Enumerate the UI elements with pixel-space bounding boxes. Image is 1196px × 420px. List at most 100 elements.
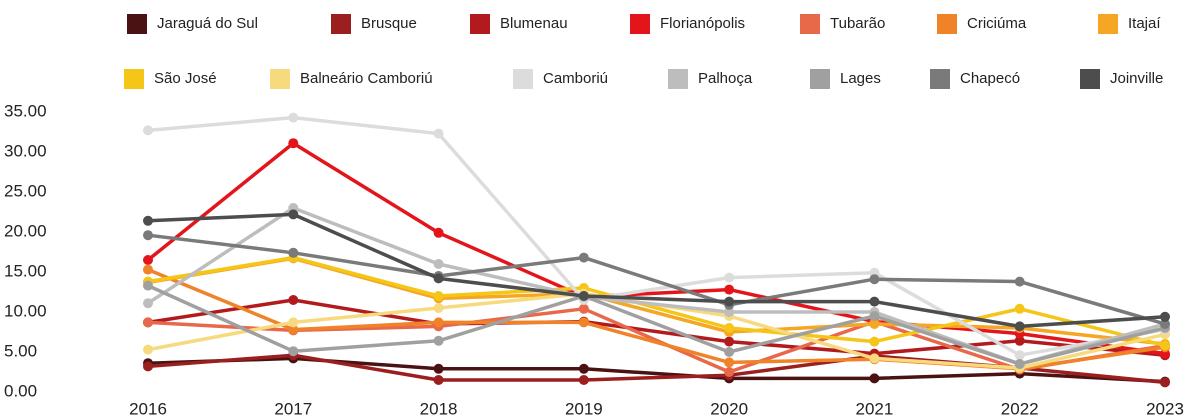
y-tick-label: 15.00: [4, 261, 47, 280]
point: [288, 317, 299, 328]
point: [143, 255, 153, 265]
point: [578, 375, 589, 385]
point: [724, 336, 735, 347]
legend-label: Joinville: [1110, 70, 1163, 87]
legend-label: Palhoça: [698, 70, 753, 87]
y-tick-label: 35.00: [4, 101, 47, 120]
y-tick-label: 5.00: [4, 341, 37, 360]
legend-label: Criciúma: [967, 15, 1027, 32]
y-tick-label: 0.00: [4, 381, 37, 400]
point: [288, 112, 299, 123]
point: [1160, 340, 1170, 351]
point: [433, 303, 444, 313]
legend-swatch: [513, 69, 533, 89]
x-tick-label: 2018: [420, 399, 458, 418]
point: [869, 373, 880, 384]
point: [143, 215, 153, 226]
legend-label: Lages: [840, 70, 881, 87]
point: [433, 259, 444, 269]
point: [578, 303, 589, 314]
legend-swatch: [930, 69, 950, 89]
point: [578, 317, 589, 328]
point: [578, 252, 589, 263]
point: [869, 319, 880, 329]
point: [869, 311, 880, 321]
point: [724, 307, 735, 317]
point: [869, 336, 880, 347]
point: [143, 125, 153, 136]
point: [288, 324, 299, 335]
y-tick-label: 30.00: [4, 141, 47, 160]
legend-label: Blumenau: [500, 15, 568, 32]
legend-swatch: [1098, 14, 1118, 34]
legend-label: Chapecó: [960, 70, 1020, 87]
series-line: [147, 212, 1166, 329]
x-tick-label: 2016: [129, 399, 167, 418]
point: [1160, 377, 1170, 388]
point: [288, 295, 299, 305]
point: [724, 323, 735, 333]
point: [433, 273, 444, 284]
legend-swatch: [331, 14, 351, 34]
point: [1014, 276, 1025, 287]
point: [1160, 319, 1170, 329]
point: [433, 375, 444, 385]
point: [1160, 311, 1170, 322]
point: [1014, 335, 1025, 346]
series-line: [147, 255, 1166, 348]
legend-swatch: [124, 69, 144, 89]
point: [724, 357, 735, 368]
point: [1014, 303, 1025, 314]
x-tick-label: 2023: [1146, 399, 1184, 418]
point: [724, 296, 735, 307]
y-tick-label: 25.00: [4, 181, 47, 200]
legend-swatch: [1080, 69, 1100, 89]
legend-swatch: [470, 14, 490, 34]
legend-label: Florianópolis: [660, 15, 745, 32]
point: [724, 347, 735, 357]
series: [143, 209, 1170, 332]
legend-label: Balneário Camboriú: [300, 70, 433, 87]
legend-label: Brusque: [361, 15, 417, 32]
y-tick-label: 10.00: [4, 301, 47, 320]
point: [143, 264, 153, 275]
legend-swatch: [937, 14, 957, 34]
point: [724, 272, 735, 283]
series-line: [146, 141, 1166, 356]
point: [143, 298, 153, 309]
point: [578, 363, 589, 374]
point: [288, 138, 299, 149]
point: [143, 344, 153, 355]
point: [143, 280, 153, 291]
legend-swatch: [630, 14, 650, 34]
point: [433, 227, 444, 238]
legend-label: São José: [154, 70, 217, 87]
point: [1014, 350, 1025, 361]
legend-swatch: [270, 69, 290, 89]
legend-label: Itajaí: [1128, 15, 1161, 32]
legend-swatch: [127, 14, 147, 34]
series-line: [147, 284, 1166, 366]
point: [143, 317, 153, 328]
x-tick-label: 2017: [274, 399, 312, 418]
point: [433, 363, 444, 374]
point: [143, 230, 153, 241]
point: [288, 209, 299, 220]
legend-label: Camboriú: [543, 70, 608, 87]
point: [869, 274, 880, 285]
point: [433, 317, 444, 328]
legend-swatch: [810, 69, 830, 89]
series-line: [147, 233, 1166, 326]
point: [1014, 359, 1025, 369]
point: [288, 247, 299, 258]
x-tick-label: 2021: [856, 399, 894, 418]
legend-label: Jaraguá do Sul: [157, 15, 258, 32]
legend-swatch: [668, 69, 688, 89]
point: [433, 128, 444, 139]
x-tick-label: 2022: [1001, 399, 1039, 418]
point: [724, 284, 735, 295]
point: [869, 353, 880, 364]
point: [433, 291, 444, 301]
x-tick-label: 2019: [565, 399, 603, 418]
